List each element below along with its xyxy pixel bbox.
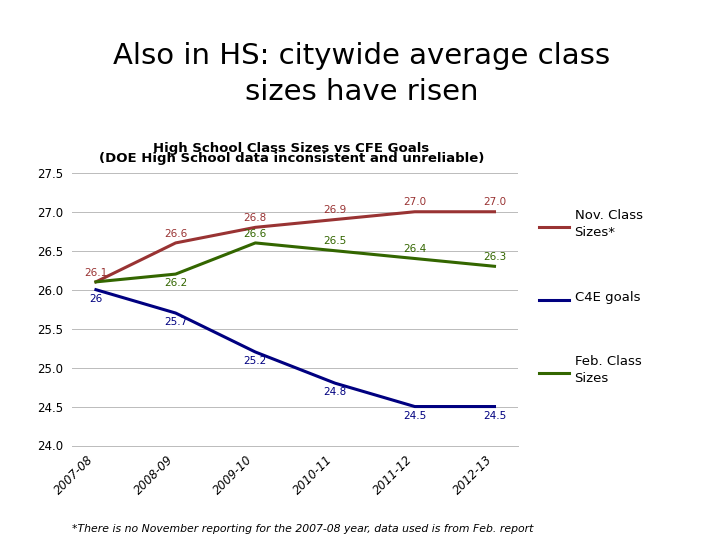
Text: 25.7: 25.7 <box>164 318 187 327</box>
Text: 26.6: 26.6 <box>164 228 187 239</box>
Text: 26.1: 26.1 <box>84 268 107 278</box>
Text: 26: 26 <box>89 294 102 304</box>
Text: *There is no November reporting for the 2007-08 year, data used is from Feb. rep: *There is no November reporting for the … <box>72 523 534 534</box>
Text: 27.0: 27.0 <box>403 198 426 207</box>
Text: 26.4: 26.4 <box>403 244 426 254</box>
Text: 26.2: 26.2 <box>164 279 187 288</box>
Text: 27.0: 27.0 <box>483 198 506 207</box>
Text: 25.2: 25.2 <box>243 356 267 366</box>
Text: 26.8: 26.8 <box>243 213 267 223</box>
Text: 24.8: 24.8 <box>323 388 347 397</box>
Text: C4E goals: C4E goals <box>575 291 640 303</box>
Text: 24.5: 24.5 <box>403 411 426 421</box>
Text: 26.5: 26.5 <box>323 237 347 246</box>
Text: Nov. Class
Sizes*: Nov. Class Sizes* <box>575 210 642 239</box>
Text: 24.5: 24.5 <box>483 411 506 421</box>
Text: (DOE High School data inconsistent and unreliable): (DOE High School data inconsistent and u… <box>99 152 485 165</box>
Text: 26.6: 26.6 <box>243 228 267 239</box>
Text: 26.3: 26.3 <box>483 252 506 262</box>
Text: Feb. Class
Sizes: Feb. Class Sizes <box>575 355 642 384</box>
Text: Also in HS: citywide average class
sizes have risen: Also in HS: citywide average class sizes… <box>113 43 611 106</box>
Text: 26.9: 26.9 <box>323 205 347 215</box>
Text: High School Class Sizes vs CFE Goals: High School Class Sizes vs CFE Goals <box>153 142 430 155</box>
